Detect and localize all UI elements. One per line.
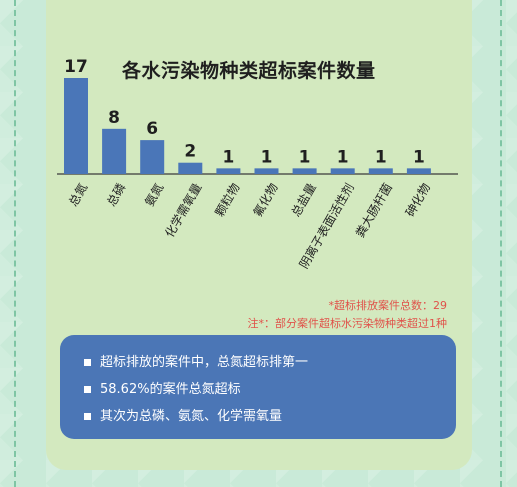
summary-text: 58.62%的案件总氮超标: [100, 382, 241, 397]
bar: [140, 140, 165, 174]
summary-text: 其次为总磷、氨氮、化学需氧量: [100, 409, 283, 424]
total-cases-note: *超标排放案件总数：29: [328, 299, 448, 312]
value-label: 8: [108, 108, 120, 128]
chart-title: 各水污染物种类超标案件数量: [122, 60, 376, 82]
category-label: 氟化物: [251, 181, 281, 219]
value-label: 1: [222, 147, 234, 167]
bullet-icon: [84, 386, 91, 393]
category-label: 颗粒物: [212, 180, 243, 219]
value-label: 6: [146, 119, 158, 139]
bar: [178, 162, 203, 174]
bar: [292, 168, 317, 174]
bar: [406, 168, 431, 174]
bar: [330, 168, 355, 174]
right-dashed-border: [500, 0, 502, 487]
category-label: 总盐量: [289, 181, 319, 219]
value-label: 17: [64, 57, 88, 77]
footnote: 注*：部分案件超标水污染物种类超过1种: [247, 317, 448, 330]
bullet-icon: [84, 413, 91, 420]
summary-item: 58.62%的案件总氮超标: [84, 376, 456, 403]
category-label: 粪大肠杆菌: [353, 181, 395, 240]
value-label: 1: [261, 147, 273, 167]
category-label: 总磷: [103, 180, 128, 208]
bar: [216, 168, 241, 174]
bar: [254, 168, 279, 174]
category-label: 砷化物: [403, 181, 433, 219]
value-label: 1: [375, 147, 387, 167]
summary-box: 超标排放的案件中，总氮超标排第一 58.62%的案件总氮超标 其次为总磷、氨氮、…: [60, 335, 456, 439]
summary-item: 超标排放的案件中，总氮超标排第一: [84, 349, 456, 376]
value-label: 2: [184, 142, 196, 162]
summary-item: 其次为总磷、氨氮、化学需氧量: [84, 403, 456, 430]
left-dashed-border: [14, 0, 16, 487]
category-label: 氨氮: [141, 180, 166, 208]
value-label: 1: [413, 147, 425, 167]
category-label: 总氮: [65, 180, 90, 208]
value-label: 1: [299, 147, 311, 167]
summary-text: 超标排放的案件中，总氮超标排第一: [100, 355, 309, 370]
category-label: 化学需氧量: [162, 180, 205, 239]
value-label: 1: [337, 147, 349, 167]
bar: [102, 128, 127, 174]
bullet-icon: [84, 359, 91, 366]
bar: [368, 168, 393, 174]
bar: [64, 78, 88, 174]
